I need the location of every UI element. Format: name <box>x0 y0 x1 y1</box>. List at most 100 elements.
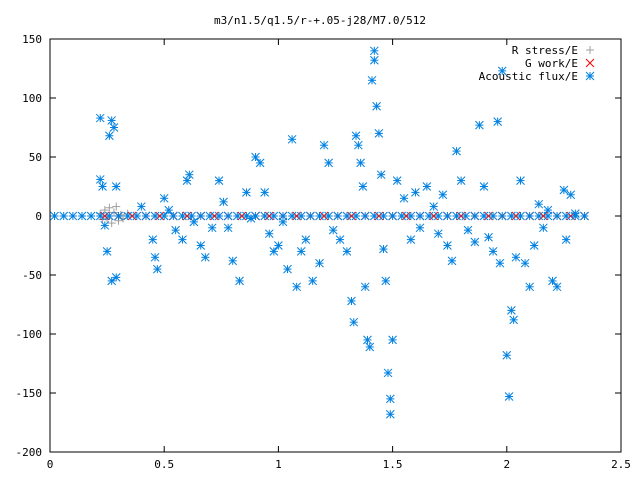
acoustic-flux-point <box>315 258 324 268</box>
acoustic-flux-point <box>324 158 334 168</box>
g-work-point <box>347 211 356 221</box>
axis-ticks: 0 0.5 1 1.5 2 2.5 150 100 50 0 -50 -100 -150 -200 <box>16 33 631 471</box>
acoustic-flux-point <box>415 211 425 221</box>
acoustic-flux-point <box>433 211 443 221</box>
acoustic-flux-point <box>561 235 571 244</box>
acoustic-flux-point <box>283 264 292 274</box>
r-stress-point <box>107 219 116 228</box>
acoustic-flux-point <box>443 241 452 250</box>
acoustic-flux-point <box>363 335 372 345</box>
g-work-point <box>292 211 302 221</box>
acoustic-flux-point <box>385 409 395 419</box>
y-tick-label: 0 <box>35 210 42 223</box>
acoustic-flux-point <box>196 241 206 250</box>
acoustic-flux-point <box>463 225 473 235</box>
acoustic-flux-point <box>538 223 548 233</box>
acoustic-flux-point <box>335 235 345 244</box>
acoustic-flux-point <box>507 211 516 221</box>
acoustic-flux-point <box>349 317 359 327</box>
acoustic-flux-point <box>152 264 162 274</box>
y-tick-label: -50 <box>22 269 42 282</box>
acoustic-flux-point <box>374 129 384 138</box>
legend-marker <box>585 58 595 68</box>
acoustic-flux-point <box>381 276 391 286</box>
acoustic-flux-point <box>456 176 466 185</box>
acoustic-flux-point <box>68 211 78 221</box>
acoustic-flux-point <box>95 175 105 184</box>
acoustic-flux-point <box>95 113 105 123</box>
acoustic-flux-point <box>301 235 311 244</box>
g-work-point <box>456 211 466 221</box>
acoustic-flux-point <box>141 211 151 221</box>
acoustic-flux-point <box>493 117 503 126</box>
acoustic-flux-point <box>392 176 402 185</box>
x-tick-label: 2 <box>503 458 510 471</box>
acoustic-flux-point <box>475 120 484 130</box>
acoustic-flux-point <box>360 282 370 292</box>
acoustic-flux-point <box>100 221 110 230</box>
acoustic-flux-point <box>168 211 178 221</box>
acoustic-flux-point <box>369 211 379 221</box>
acoustic-flux-point <box>358 182 368 191</box>
acoustic-flux-point <box>376 170 386 180</box>
acoustic-flux-point <box>232 211 242 221</box>
g-work-point <box>264 211 274 221</box>
legend-label: G work/E <box>525 57 578 70</box>
g-work-point <box>319 211 329 221</box>
acoustic-flux-point <box>488 247 498 256</box>
acoustic-flux-point <box>570 209 580 218</box>
acoustic-flux-point <box>372 101 381 111</box>
r-stress-point <box>105 203 114 212</box>
acoustic-flux-point <box>189 217 199 227</box>
acoustic-flux-point <box>178 235 187 244</box>
acoustic-flux-point <box>107 276 117 286</box>
acoustic-flux-point <box>178 211 187 221</box>
acoustic-flux-point <box>497 66 507 76</box>
acoustic-flux-point <box>159 211 169 221</box>
r-stress-point <box>100 206 109 215</box>
acoustic-flux-point <box>369 55 379 65</box>
acoustic-flux-point <box>383 368 393 378</box>
acoustic-flux-point <box>278 217 288 227</box>
acoustic-flux-point <box>351 211 361 221</box>
g-work-point <box>511 211 521 221</box>
plot-frame <box>49 38 622 453</box>
acoustic-flux-point <box>552 282 562 292</box>
acoustic-flux-point <box>102 247 112 256</box>
acoustic-flux-point <box>495 258 505 268</box>
y-tick-label: 150 <box>22 33 42 46</box>
acoustic-flux-point <box>470 237 480 247</box>
y-tick-label: -100 <box>16 328 43 341</box>
acoustic-flux-point <box>260 188 270 197</box>
acoustic-flux-point <box>123 211 133 221</box>
acoustic-flux-point <box>200 252 210 262</box>
g-work-point <box>484 211 493 221</box>
x-tick-label: 0 <box>47 458 54 471</box>
acoustic-flux-point <box>388 335 397 345</box>
acoustic-flux-point <box>50 211 59 221</box>
acoustic-flux-point <box>333 211 343 221</box>
acoustic-flux-point <box>228 256 238 266</box>
acoustic-flux-point <box>251 152 260 162</box>
legend-marker <box>586 46 594 54</box>
g-work-point <box>127 211 137 221</box>
acoustic-flux-point <box>534 199 544 209</box>
r-stress-point <box>109 208 118 217</box>
acoustic-flux-point <box>264 229 274 239</box>
acoustic-flux-point <box>367 75 377 85</box>
acoustic-flux-point <box>159 193 169 203</box>
acoustic-flux-point <box>502 350 512 360</box>
acoustic-flux-point <box>379 211 388 221</box>
acoustic-flux-point <box>324 211 334 221</box>
y-tick-label: 50 <box>29 151 42 164</box>
acoustic-flux-point <box>397 211 407 221</box>
acoustic-flux-point <box>399 193 409 203</box>
g-work-point <box>100 211 110 221</box>
acoustic-flux-point <box>559 185 569 195</box>
acoustic-flux-point <box>385 394 395 404</box>
acoustic-flux-point <box>543 205 553 215</box>
acoustic-flux-point <box>479 211 489 221</box>
acoustic-flux-point <box>269 247 279 256</box>
